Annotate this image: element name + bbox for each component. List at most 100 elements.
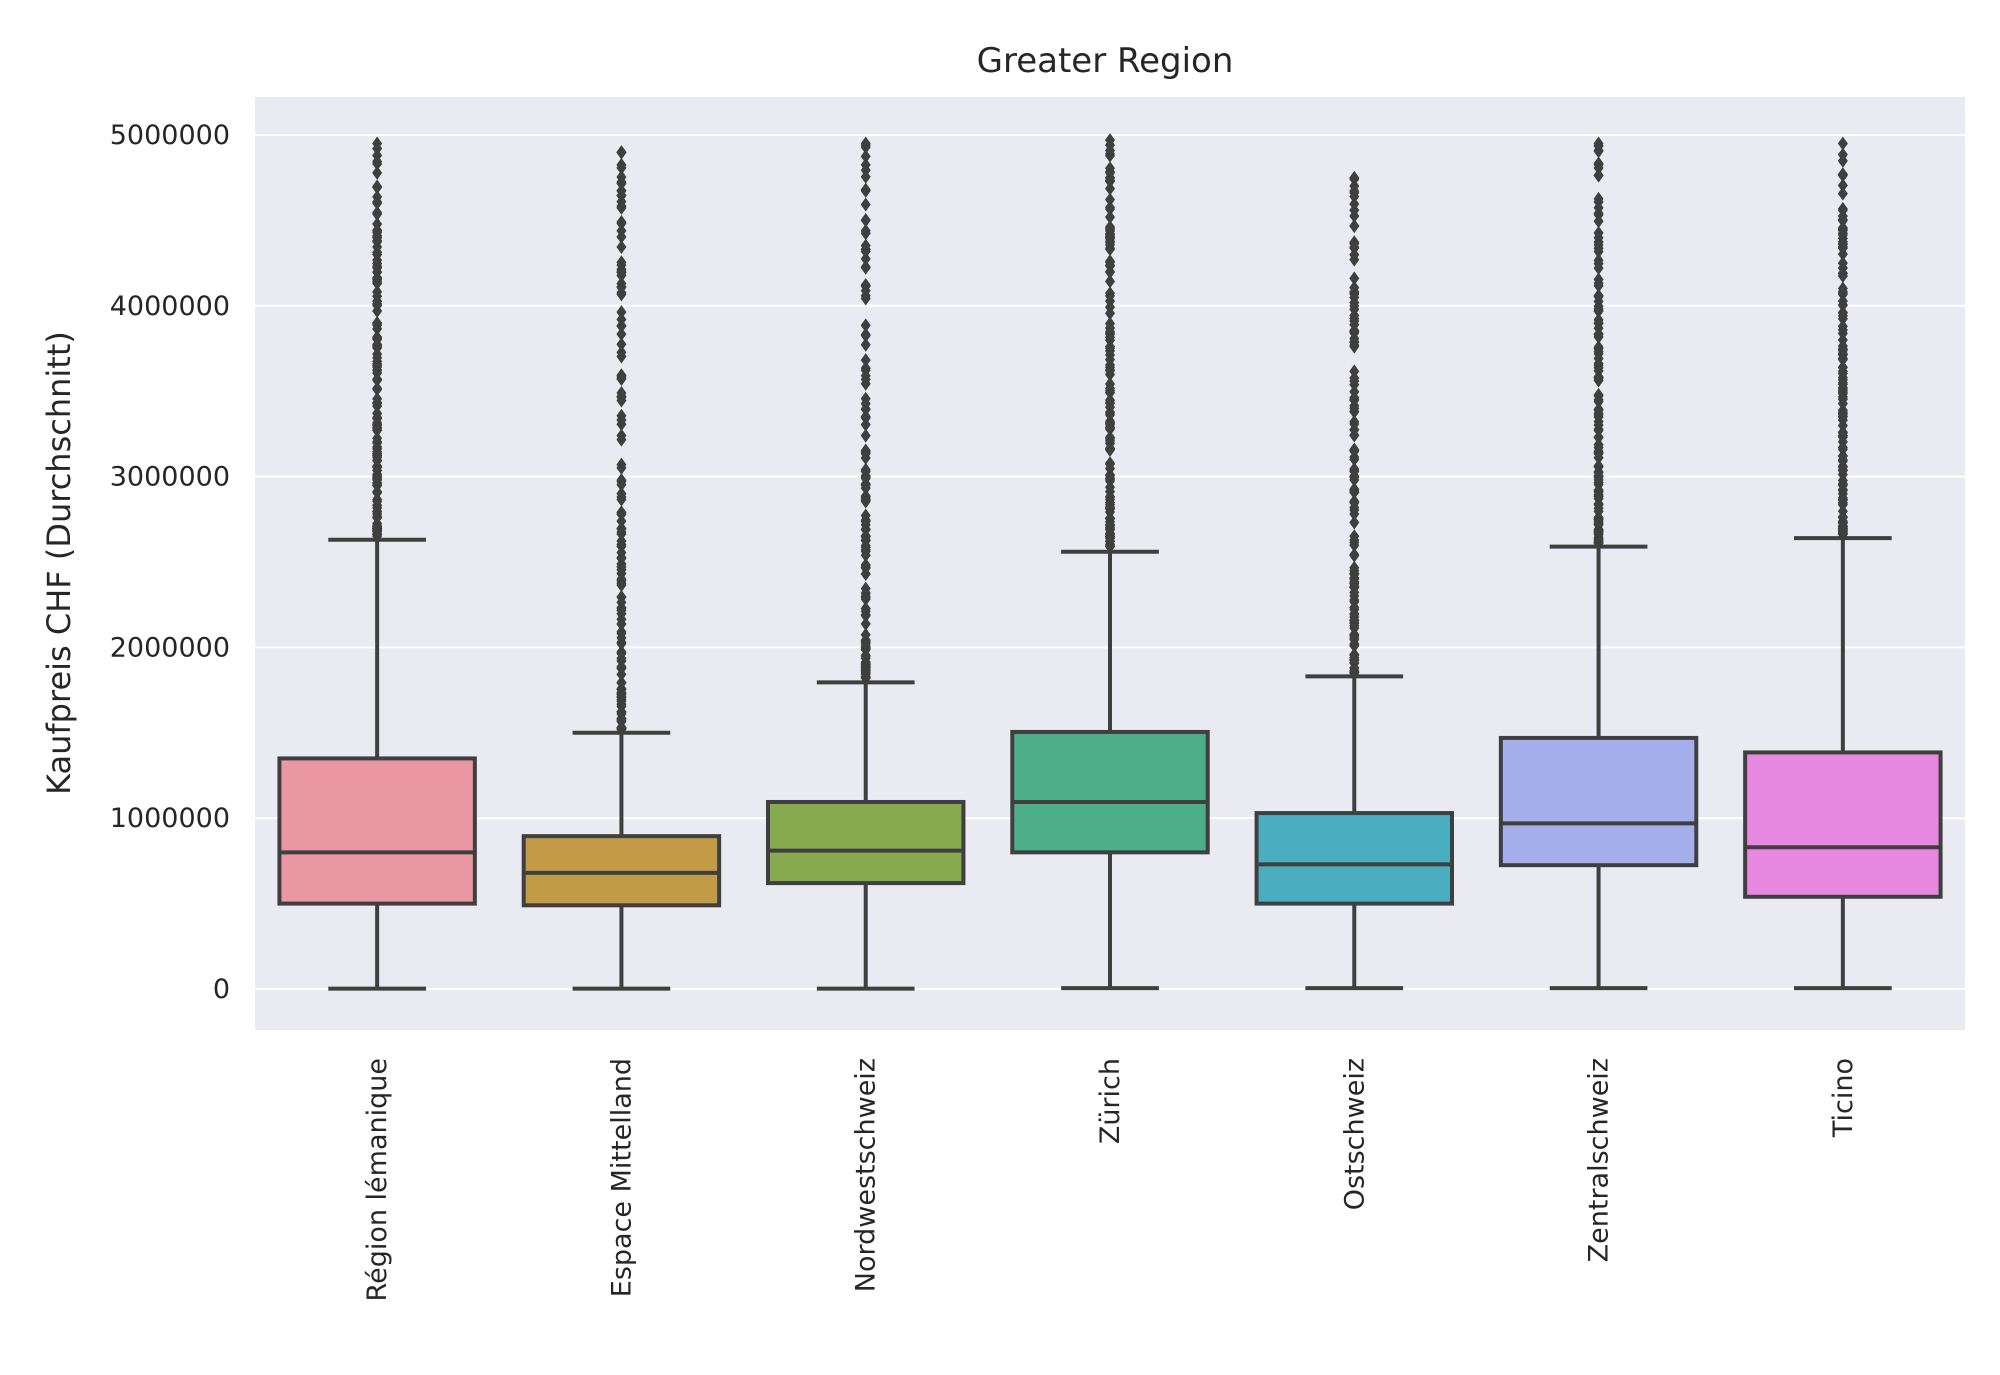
outlier-point [860,291,871,306]
outlier-point [616,689,627,704]
outlier-point [1837,186,1848,201]
x-tick-label: Zentralschweiz [1584,1058,1615,1262]
outlier-point [372,507,383,522]
outlier-point [1593,237,1604,252]
outlier-point [616,176,627,191]
outlier-point [616,285,627,300]
outlier-point [1593,489,1604,504]
outlier-point [860,353,871,368]
outlier-point [372,228,383,243]
outlier-point [616,145,627,160]
outlier-point [372,180,383,195]
outlier-point [1837,220,1848,235]
outlier-point [860,337,871,352]
box-2 [521,145,722,991]
box-3 [766,136,966,991]
outlier-point [616,432,627,447]
outlier-point [616,699,627,714]
iqr-box [1254,811,1454,906]
outlier-point [372,485,383,500]
outlier-point [860,660,871,675]
outlier-point [860,278,871,293]
outlier-point [1837,286,1848,301]
outlier-point [1837,168,1848,183]
outlier-point [1105,539,1115,554]
y-tick-label: 1000000 [110,803,230,834]
outlier-point [860,538,871,553]
outlier-point [616,711,627,726]
outlier-point [1105,264,1115,279]
outlier-point [372,494,383,509]
box-6 [1498,136,1699,991]
outlier-point [1837,418,1848,433]
outlier-point [616,337,627,352]
outlier-point [1349,404,1360,419]
outlier-point [616,157,627,172]
outlier-point [1349,665,1360,680]
outlier-point [860,361,871,376]
outlier-point [616,327,627,342]
outlier-point [1349,247,1360,262]
outlier-point [1837,319,1848,334]
outlier-point [616,457,627,472]
outlier-point [1837,516,1848,531]
x-tick-label: Ticino [1828,1058,1859,1138]
outlier-point [860,471,871,486]
y-tick-label: 5000000 [110,120,230,151]
box-5 [1254,170,1454,991]
y-axis-label: Kaufpreis CHF (Durchschnitt) [40,331,78,795]
outlier-point [1349,630,1360,645]
outlier-point [1837,448,1848,463]
outlier-point [1837,375,1848,390]
outlier-point [1593,535,1604,550]
outlier-point [616,229,627,244]
outlier-point [1837,352,1848,367]
outlier-point [372,156,383,171]
outlier-point [1593,444,1604,459]
outlier-point [372,356,383,371]
outlier-point [372,148,383,163]
outlier-point [1837,403,1848,418]
outlier-point [372,207,383,222]
outlier-point [1593,315,1604,330]
outlier-point [1837,147,1848,162]
outlier-point [860,590,871,605]
outlier-point [860,251,871,266]
outlier-point [1593,406,1604,421]
iqr-box [277,756,477,906]
outlier-point [372,339,383,354]
outlier-point [372,460,383,475]
outlier-point [860,212,871,227]
outlier-point [616,386,627,401]
outlier-point [372,136,383,151]
outlier-point [1105,200,1115,215]
outlier-point [616,240,627,255]
outlier-point [1837,212,1848,227]
outlier-point [860,410,871,425]
outlier-point [1593,422,1604,437]
outlier-point [616,255,627,270]
outlier-point [616,490,627,505]
box-group [277,133,1943,991]
outlier-point [1349,444,1360,459]
outlier-point [1105,255,1115,270]
outlier-point [1593,477,1604,492]
outlier-point [1105,133,1115,148]
outlier-point [860,428,871,443]
y-tick-label: 4000000 [110,291,230,322]
outlier-point [1349,529,1360,544]
outlier-point [1105,461,1115,476]
outlier-point [616,667,627,682]
outlier-point [1349,271,1360,286]
outlier-point [372,331,383,346]
outlier-point [1837,360,1848,375]
outlier-point [616,368,627,383]
outlier-point [616,417,627,432]
iqr-box [1498,735,1699,868]
outlier-point [1105,286,1115,301]
outlier-point [1593,373,1604,388]
outlier-point [616,550,627,565]
outlier-point [1593,157,1604,172]
outlier-point [616,200,627,215]
outlier-point [860,368,871,383]
